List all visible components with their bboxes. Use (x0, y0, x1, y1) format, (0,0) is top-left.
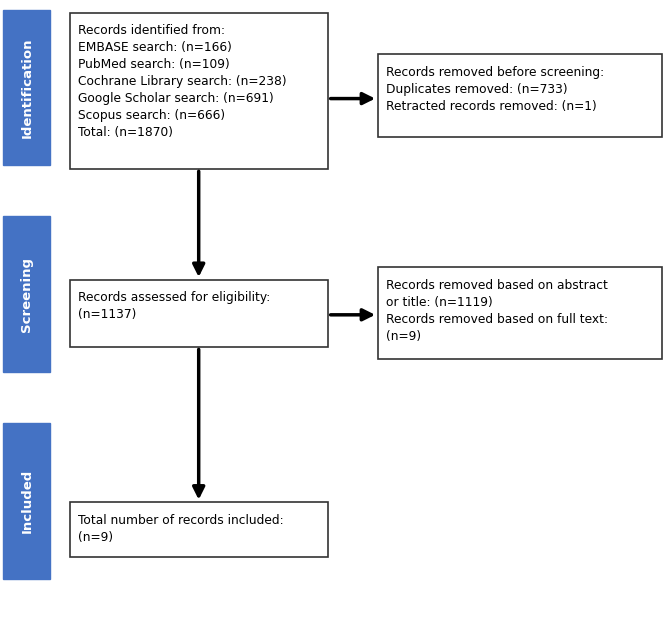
FancyBboxPatch shape (3, 10, 50, 165)
Text: Records removed based on abstract
or title: (n=1119)
Records removed based on fu: Records removed based on abstract or tit… (386, 279, 608, 343)
FancyBboxPatch shape (70, 280, 328, 347)
Text: Records removed before screening:
Duplicates removed: (n=733)
Retracted records : Records removed before screening: Duplic… (386, 66, 604, 113)
FancyBboxPatch shape (3, 423, 50, 579)
Text: Identification: Identification (20, 38, 33, 138)
FancyBboxPatch shape (3, 216, 50, 372)
Text: Records assessed for eligibility:
(n=1137): Records assessed for eligibility: (n=113… (78, 291, 270, 321)
FancyBboxPatch shape (70, 13, 328, 169)
FancyBboxPatch shape (378, 267, 662, 359)
FancyBboxPatch shape (70, 502, 328, 556)
FancyBboxPatch shape (378, 54, 662, 137)
Text: Total number of records included:
(n=9): Total number of records included: (n=9) (78, 514, 284, 544)
Text: Records identified from:
EMBASE search: (n=166)
PubMed search: (n=109)
Cochrane : Records identified from: EMBASE search: … (78, 24, 287, 139)
Text: Included: Included (20, 469, 33, 534)
Text: Screening: Screening (20, 257, 33, 332)
